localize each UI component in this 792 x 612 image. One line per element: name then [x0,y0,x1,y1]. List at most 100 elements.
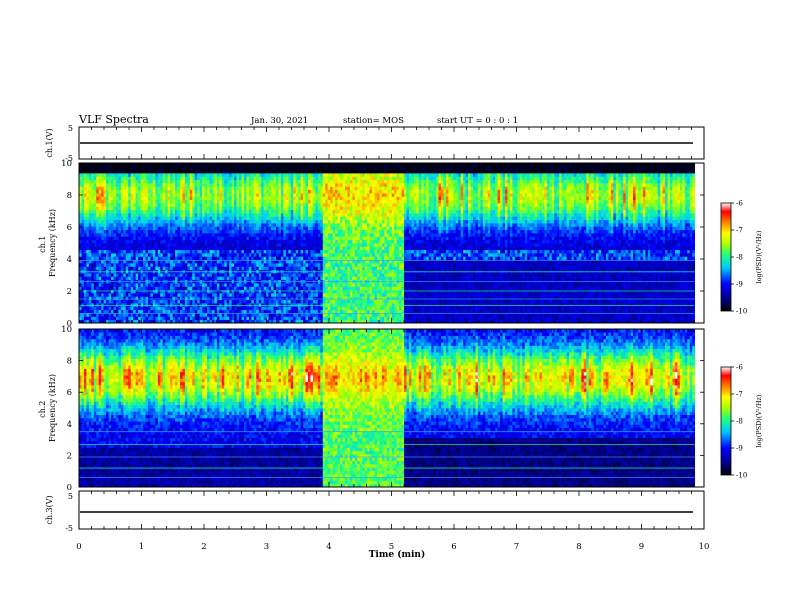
spectrogram-cell [89,226,92,230]
spectrogram-cell [143,293,146,297]
spectrogram-cell [150,170,153,174]
spectrogram-cell [121,236,124,240]
spectrogram-cell [111,170,114,174]
spectrogram-cell [113,206,116,210]
spectrogram-cell [145,296,148,300]
spectrogram-cell [150,196,153,200]
spectrogram-cell [113,293,116,297]
spectrogram-cell [111,226,114,230]
spectrogram-cell [136,306,139,310]
spectrogram-cell [111,196,114,200]
spectrogram-cell [138,236,141,240]
spectrogram-cell [158,190,161,194]
spectrogram-cell [113,283,116,287]
spectrogram-cell [128,316,131,320]
spectrogram-cell [131,306,134,310]
spectrogram-cell [158,210,161,214]
spectrogram-cell [89,200,92,204]
spectrogram-cell [123,310,126,314]
spectrogram-cell [141,246,144,250]
spectrogram-cell [145,173,148,177]
spectrogram-cell [106,220,109,224]
spectrogram-cell [150,293,153,297]
spectrogram-cell [99,310,102,314]
spectrogram-cell [138,193,141,197]
spectrogram-cell [106,316,109,320]
spectrogram-cell [111,180,114,184]
spectrogram-cell [136,283,139,287]
spectrogram-cell [138,210,141,214]
spectrogram-cell [89,223,92,227]
spectrogram-cell [111,256,114,260]
spectrogram-cell [136,256,139,260]
spectrogram-cell [131,286,134,290]
spectrogram-cell [94,250,97,254]
spectrogram-cell [128,173,131,177]
spectrogram-cell [148,240,151,244]
spectrogram-cell [91,226,94,230]
spectrogram-cell [106,303,109,307]
spectrogram-cell [109,273,112,277]
spectrogram-cell [148,253,151,257]
spectrogram-cell [128,246,131,250]
spectrogram-cell [84,223,87,227]
spectrogram-cell [111,183,114,187]
spectrogram-cell [104,276,107,280]
spectrogram-cell [141,316,144,320]
spectrogram-cell [128,166,131,170]
spectrogram-cell [141,310,144,314]
spectrogram-cell [106,263,109,267]
spectrogram-cell [155,183,158,187]
spectrogram-cell [121,250,124,254]
spectrogram-cell [150,253,153,257]
spectrogram-cell [126,186,129,190]
spectrogram-cell [89,170,92,174]
spectrogram-cell [123,186,126,190]
spectrogram-cell [86,243,89,247]
spectrogram-cell [89,253,92,257]
spectrogram-cell [94,316,97,320]
spectrogram-cell [123,226,126,230]
spectrogram-cell [133,276,136,280]
spectrogram-cell [109,216,112,220]
spectrogram-cell [131,273,134,277]
spectrogram-cell [131,240,134,244]
spectrogram-cell [91,290,94,294]
spectrogram-cell [101,273,104,277]
spectrogram-cell [116,306,119,310]
spectrogram-cell [155,220,158,224]
spectrogram-cell [123,216,126,220]
spectrogram-cell [81,290,84,294]
spectrogram-cell [121,203,124,207]
spectrogram-cell [84,200,87,204]
spectrogram-cell [126,220,129,224]
spectrogram-cell [96,256,99,260]
spectrogram-cell [109,300,112,304]
spectrogram-cell [145,310,148,314]
spectrogram-cell [84,240,87,244]
spectrogram-cell [143,216,146,220]
spectrogram-cell [121,263,124,267]
spectrogram-cell [153,296,156,300]
spectrogram-cell [81,300,84,304]
spectrogram-cell [153,190,156,194]
spectrogram-cell [89,173,92,177]
spectrogram-cell [109,230,112,234]
spectrogram-cell [128,170,131,174]
spectrogram-cell [128,213,131,217]
spectrogram-cell [121,216,124,220]
spectrogram-cell [104,256,107,260]
spectrogram-cell [94,183,97,187]
spectrogram-cell [96,223,99,227]
spectrogram-cell [84,186,87,190]
spectrogram-cell [143,240,146,244]
spectrogram-cell [128,210,131,214]
spectrogram-cell [111,163,114,167]
spectrogram-cell [155,276,158,280]
spectrogram-cell [96,166,99,170]
spectrogram-cell [141,210,144,214]
spectrogram-cell [99,266,102,270]
spectrogram-cell [128,310,131,314]
spectrogram-cell [131,186,134,190]
spectrogram-cell [133,226,136,230]
